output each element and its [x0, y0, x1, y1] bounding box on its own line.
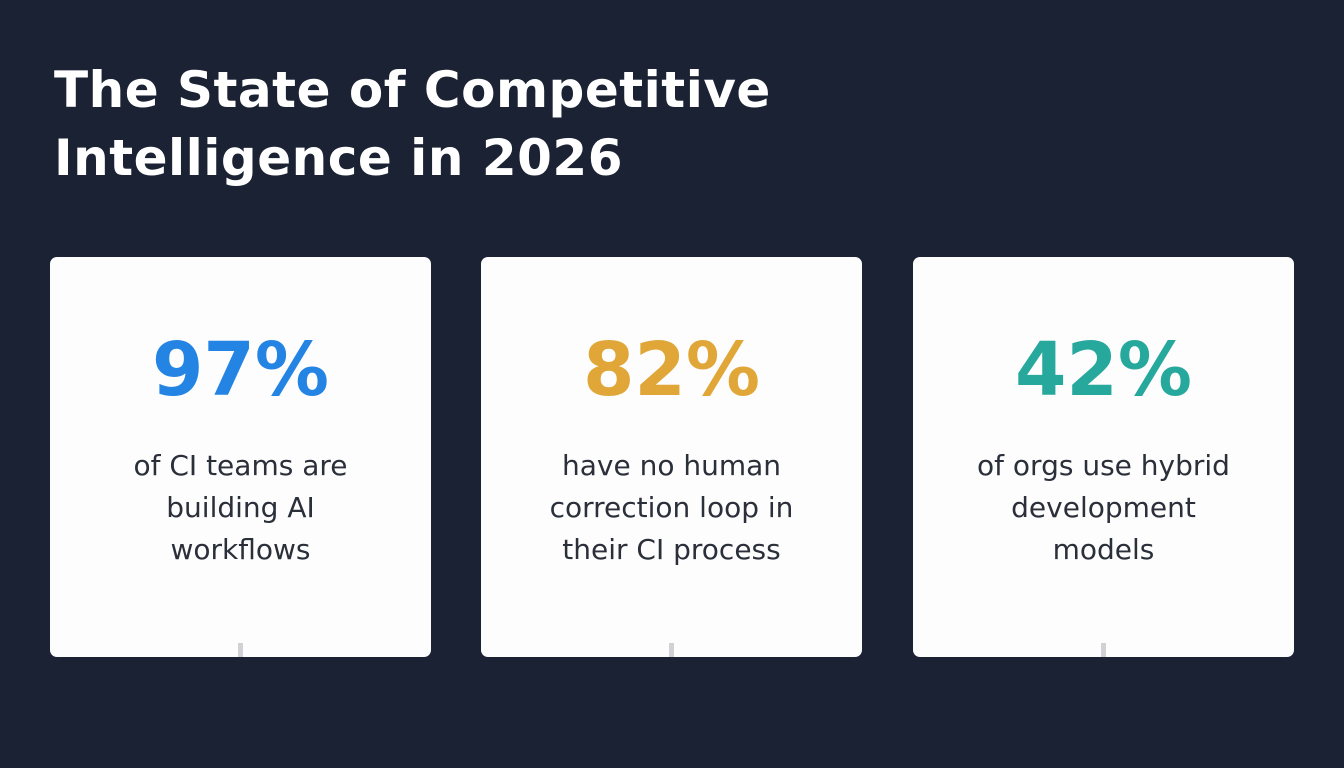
page-title-line-1: The State of Competitive [54, 61, 771, 119]
page-title-line-2: Intelligence in 2026 [54, 129, 623, 187]
stat-value: 82% [582, 327, 761, 413]
stat-card-no-correction-loop: 82% have no human correction loop in the… [481, 257, 862, 657]
page-title: The State of Competitive Intelligence in… [54, 56, 954, 192]
stat-card-ai-workflows: 97% of CI teams are building AI workflow… [50, 257, 431, 657]
stat-card-hybrid-development: 42% of orgs use hybrid development model… [913, 257, 1294, 657]
card-divider-tick [1100, 643, 1106, 657]
stat-description: of CI teams are building AI workflows [133, 449, 348, 566]
stat-value: 97% [151, 327, 330, 413]
card-divider-tick [237, 643, 243, 657]
card-divider-tick [668, 643, 674, 657]
stat-description: have no human correction loop in their C… [549, 449, 794, 566]
stat-value: 42% [1014, 327, 1193, 413]
stat-description: of orgs use hybrid development models [977, 449, 1230, 566]
